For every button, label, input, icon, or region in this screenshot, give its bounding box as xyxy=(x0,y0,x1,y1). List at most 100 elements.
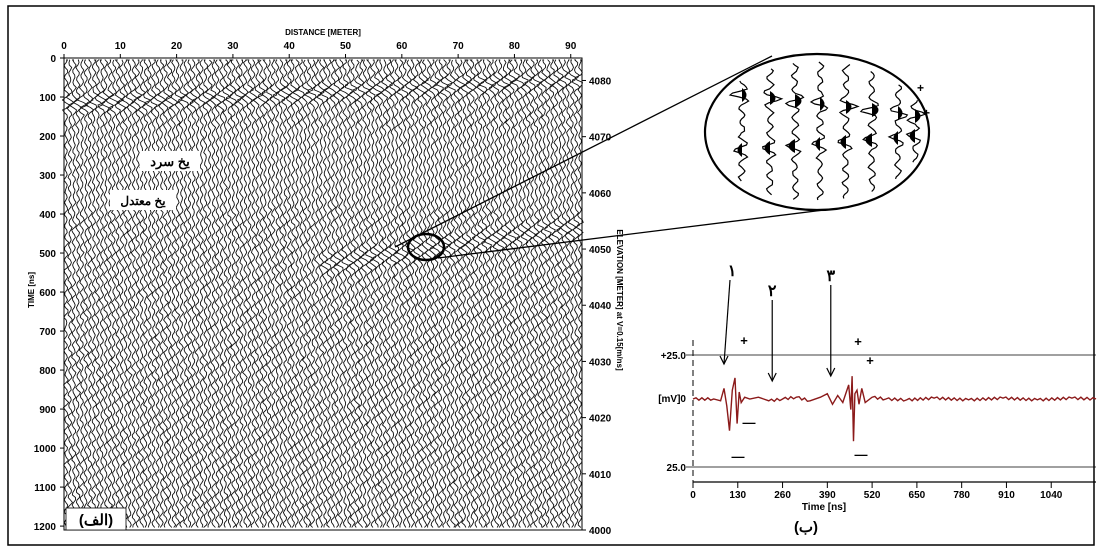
radargram-trace xyxy=(424,59,435,528)
zoom-wavelet-fill xyxy=(815,137,820,151)
radargram-trace xyxy=(189,59,198,528)
radargram-trace xyxy=(360,59,371,528)
radargram-trace xyxy=(225,59,235,528)
radargram-y-tick-label: 400 xyxy=(39,210,56,221)
radargram-trace xyxy=(304,59,314,528)
trace-peak-sign: — xyxy=(743,415,756,430)
radargram-trace xyxy=(404,59,414,528)
zoom-wavelet-fill xyxy=(872,103,879,117)
zoom-magnified-traces xyxy=(728,61,927,201)
radargram-trace xyxy=(439,59,450,528)
radargram-y2-tick-label: 4010 xyxy=(589,470,612,481)
zoom-trace xyxy=(728,80,750,182)
radargram-y2-tick-label: 4080 xyxy=(589,76,612,87)
radargram-trace xyxy=(392,59,401,528)
radargram-trace xyxy=(352,59,363,528)
zoom-connector-bottom xyxy=(437,206,849,259)
radargram-trace xyxy=(107,59,121,528)
radargram-trace xyxy=(539,59,549,528)
radargram-trace xyxy=(336,59,345,528)
trace-peak-sign: — xyxy=(855,447,868,462)
radargram-x-tick-label: 0 xyxy=(61,41,67,52)
radargram-trace xyxy=(319,59,330,528)
trace-arrow-label: ۲ xyxy=(768,283,777,300)
radargram-y-tick-label: 900 xyxy=(39,405,56,416)
radargram-trace xyxy=(265,59,273,528)
radargram-trace xyxy=(452,59,461,528)
radargram-y-title: TIME [ns] xyxy=(27,272,36,308)
radargram-trace xyxy=(459,59,471,528)
radargram-y-tick-label: 500 xyxy=(39,249,56,260)
trace-x-tick-label: 130 xyxy=(729,490,746,501)
trace-ytick-plus25: +25.0 xyxy=(661,351,687,362)
radargram-y-tick-label: 1000 xyxy=(34,444,57,455)
trace-x-tick-label: 780 xyxy=(953,490,970,501)
radargram-trace xyxy=(72,59,83,528)
radargram-trace xyxy=(133,59,143,528)
radargram-panel: 0 10 20 30 40 50 60 70 80 90 01002003004005006007… xyxy=(27,28,931,537)
radargram-trace xyxy=(257,59,267,528)
radargram-y-tick-label: 1200 xyxy=(34,522,57,533)
radargram-trace xyxy=(356,59,366,528)
radargram-trace xyxy=(528,59,538,528)
cold-ice-label-bg xyxy=(140,151,200,171)
radargram-trace xyxy=(395,59,407,528)
trace-arrow-head xyxy=(826,367,836,378)
radargram-trace xyxy=(76,59,89,528)
radargram-trace xyxy=(297,59,306,528)
radargram-trace xyxy=(269,59,278,528)
trace-x-ticks: 0 130 260 390 520 650 780 910 1040 xyxy=(690,482,1063,501)
zoom-trace xyxy=(809,61,829,201)
trace-x-tick-label: 0 xyxy=(690,490,696,501)
radargram-x-tick-label: 10 xyxy=(115,41,127,52)
zoom-magnified-ellipse xyxy=(703,52,931,212)
radargram-trace xyxy=(234,59,243,528)
zoom-wavelet-fill xyxy=(840,135,846,149)
radargram-y2-tick-label: 4050 xyxy=(589,245,612,256)
radargram-trace xyxy=(229,59,238,528)
radargram-trace xyxy=(209,59,217,528)
radargram-trace xyxy=(213,59,223,528)
radargram-trace xyxy=(471,59,482,528)
radargram-trace xyxy=(547,59,557,528)
radargram-trace xyxy=(420,59,430,528)
radargram-trace xyxy=(515,59,526,528)
radargram-trace xyxy=(533,59,545,528)
radargram-x-tick-label: 20 xyxy=(171,41,183,52)
radargram-y2-title: ELEVATION [METER] at V=0.15[m/ns] xyxy=(615,229,624,371)
zoom-wavelet-fill xyxy=(764,141,770,155)
radargram-trace xyxy=(249,59,259,528)
radargram-y-ticks: 0 100 200 300 400 500 600 700 800 900 1000 1100 1200 xyxy=(34,54,64,533)
radargram-trace xyxy=(174,59,183,528)
trace-x-tick-label: 650 xyxy=(909,490,926,501)
radargram-trace xyxy=(84,59,95,528)
radargram-trace xyxy=(102,59,110,528)
radargram-trace xyxy=(550,59,562,528)
radargram-trace xyxy=(129,59,138,528)
zoom-wavelet-fill xyxy=(915,109,921,123)
trace-peak-signs: + — — + — + xyxy=(732,333,875,464)
radargram-y2-tick-label: 4040 xyxy=(589,301,612,312)
trace-peak-sign: + xyxy=(854,334,862,349)
radargram-trace xyxy=(455,59,467,528)
zoom-trace xyxy=(762,68,784,196)
radargram-x-tick-label: 40 xyxy=(284,41,296,52)
radargram-trace xyxy=(61,59,71,528)
radargram-trace xyxy=(285,59,294,528)
radargram-trace xyxy=(252,59,264,528)
radargram-trace xyxy=(495,59,506,528)
radargram-trace xyxy=(66,59,75,528)
trace-x-tick-label: 1040 xyxy=(1040,490,1063,501)
radargram-trace xyxy=(388,59,399,528)
trace-x-title: Time [ns] xyxy=(802,502,846,513)
radargram-trace xyxy=(415,59,427,528)
radargram-trace xyxy=(401,59,410,528)
radargram-trace xyxy=(523,59,533,528)
radargram-trace xyxy=(272,59,281,528)
panel-a-label: (الف) xyxy=(79,512,113,529)
zoom-wavelet-fill xyxy=(909,129,915,143)
zoom-trace xyxy=(887,84,909,180)
radargram-trace xyxy=(244,59,254,528)
radargram-trace xyxy=(197,59,206,528)
